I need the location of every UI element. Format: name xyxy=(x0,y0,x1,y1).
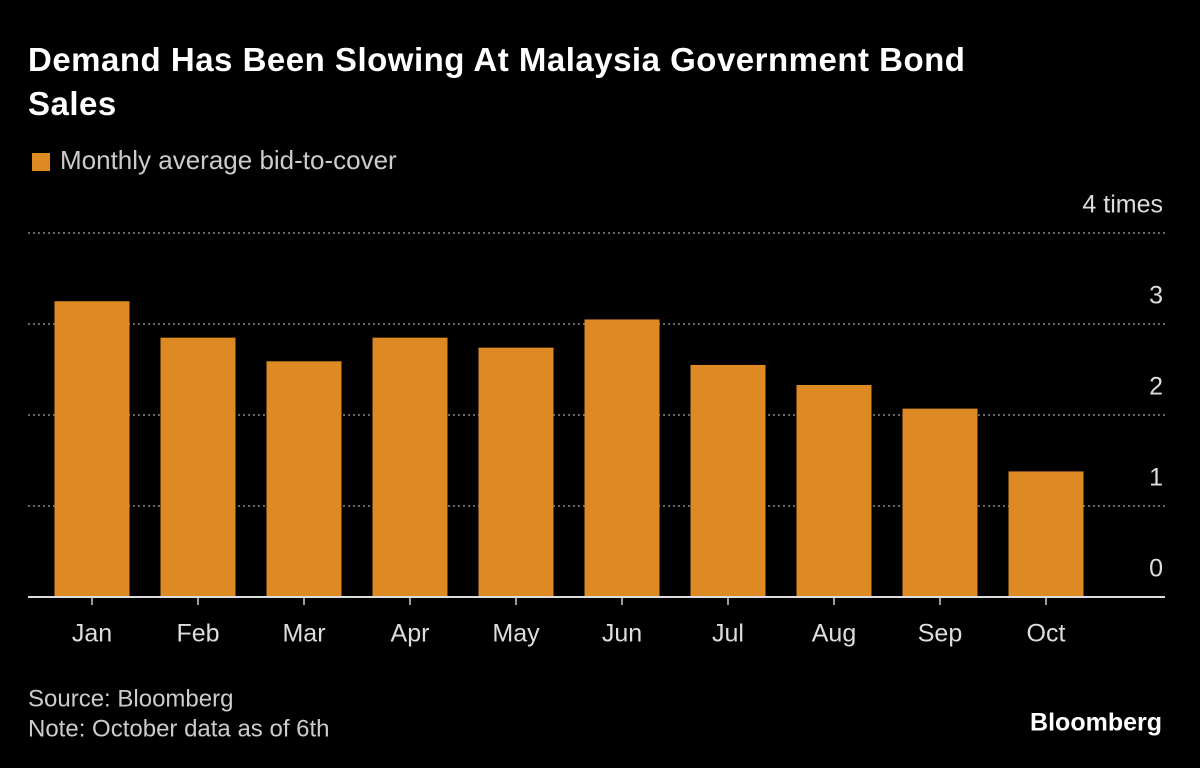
chart-title: Demand Has Been Slowing At Malaysia Gove… xyxy=(28,41,966,122)
x-tick-label: Sep xyxy=(918,620,962,648)
x-tick-label: Jan xyxy=(72,620,112,648)
x-tick-label: Jun xyxy=(602,620,642,648)
source: Source: Bloomberg xyxy=(28,685,233,712)
y-tick-label: 2 xyxy=(1149,373,1163,401)
bar xyxy=(372,337,448,597)
x-tick-label: Feb xyxy=(176,620,219,648)
bar xyxy=(796,384,872,597)
brand: Bloomberg xyxy=(1030,709,1162,737)
bar xyxy=(690,364,766,597)
bar xyxy=(54,301,130,597)
bar xyxy=(160,337,236,597)
x-tick-label: May xyxy=(492,620,540,648)
bar xyxy=(266,361,342,597)
x-tick-label: Apr xyxy=(391,620,430,648)
legend-label: Monthly average bid-to-cover xyxy=(60,145,397,175)
y-tick-label: 1 xyxy=(1149,464,1163,492)
x-tick-label: Oct xyxy=(1027,620,1066,648)
bar xyxy=(478,347,554,597)
y-tick-label: 4 times xyxy=(1082,191,1163,219)
x-tick-label: Jul xyxy=(712,620,744,648)
note: Note: October data as of 6th xyxy=(28,715,330,742)
bar xyxy=(584,319,660,597)
y-tick-label: 0 xyxy=(1149,555,1163,583)
bar xyxy=(1008,471,1084,597)
x-tick-label: Mar xyxy=(282,620,325,648)
bar xyxy=(902,408,978,597)
y-tick-label: 3 xyxy=(1149,282,1163,310)
x-tick-label: Aug xyxy=(812,620,856,648)
legend-swatch xyxy=(32,153,50,171)
